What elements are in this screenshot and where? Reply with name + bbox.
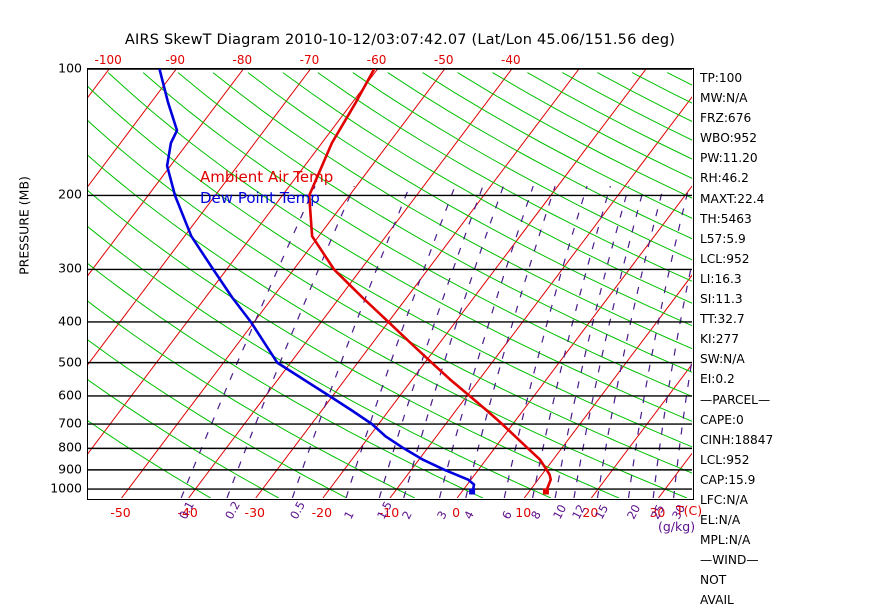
top-temp-tick: -100 (94, 53, 122, 67)
top-temp-tick: -50 (433, 53, 454, 67)
top-temperature-axis: -100 -90 -80 -70 -60 -50 -40 (87, 53, 694, 69)
top-temp-tick: -90 (165, 53, 186, 67)
skewt-diagram: AIRS SkewT Diagram 2010-10-12/03:07:42.0… (0, 32, 774, 608)
parameter-row: WBO:952 (700, 131, 757, 146)
bottom-temp-tick: -40 (177, 505, 198, 520)
parameter-row: MW:N/A (700, 91, 748, 106)
pressure-tick: 400 (58, 313, 82, 329)
page-title: AIRS SkewT Diagram 2010-10-12/03:07:42.0… (124, 32, 676, 48)
legend-item-dew-point-temp: Dew Point Temp (200, 189, 320, 207)
top-temp-tick: -60 (366, 53, 387, 67)
mixing-ratio-axis-label: (g/kg) (658, 519, 696, 534)
parameter-row: L57:5.9 (700, 231, 746, 246)
top-temp-tick: -70 (299, 53, 320, 67)
plot-area: Ambient Air Temp Dew Point Temp (87, 68, 694, 500)
parameter-row: KI:277 (700, 332, 739, 347)
mixing-ratio-axis: 0.1 0.2 0.5 1 1.5 2 3 4 6 8 10 12 15 20 25 30 (87, 499, 694, 549)
pressure-axis-label: PRESSURE (MB) (16, 176, 32, 275)
pressure-tick: 1000 (50, 480, 82, 496)
parameter-row: NOT (700, 573, 727, 588)
mixing-ratio-tick: 1.5 (374, 498, 396, 522)
pressure-tick: 100 (58, 60, 82, 76)
parameter-row: CAPE:0 (700, 412, 744, 427)
parameter-row: —WIND— (700, 553, 759, 568)
bottom-temp-tick: 20 (582, 505, 599, 520)
parameter-row: MPL:N/A (700, 533, 751, 548)
parameter-row: SW:N/A (700, 352, 745, 367)
bottom-temp-tick: -20 (311, 505, 333, 520)
parameter-row: CINH:18847 (700, 432, 774, 447)
bottom-temp-tick: 30 (649, 505, 666, 520)
parameter-row: EI:0.2 (700, 372, 735, 387)
pressure-tick: 600 (58, 387, 82, 403)
temperature-axis-label: T(C) (676, 503, 703, 518)
mixing-ratio-tick: 0.1 (176, 498, 198, 522)
parameter-row: RH:46.2 (700, 171, 749, 186)
parameter-row: LCL:952 (700, 452, 750, 467)
parameter-row: FRZ:676 (700, 111, 752, 126)
pressure-tick: 900 (58, 461, 82, 477)
parameter-row: LCL:952 (700, 251, 750, 266)
bottom-temp-tick: 0 (452, 505, 461, 520)
pressure-tick: 200 (58, 186, 82, 202)
top-temp-tick: -40 (500, 53, 521, 67)
pressure-tick: 700 (58, 415, 82, 431)
parameter-row: AVAIL (700, 593, 734, 608)
pressure-tick: 800 (58, 439, 82, 455)
bottom-temp-tick: -50 (110, 505, 131, 520)
parameter-panel: TP:100 MW:N/A FRZ:676 WBO:952 PW:11.20 RH:46.… (700, 68, 820, 611)
bottom-temp-tick: -30 (244, 505, 265, 520)
pressure-tick: 300 (58, 260, 82, 276)
parameter-row: TP:100 (700, 71, 743, 85)
legend-item-ambient-air-temp: Ambient Air Temp (200, 168, 334, 186)
parameter-row: —PARCEL— (700, 392, 771, 407)
parameter-row: TT:32.7 (700, 312, 745, 327)
legend: Ambient Air Temp Dew Point Temp (200, 167, 333, 209)
mixing-ratio-tick: 0.2 (221, 498, 243, 522)
bottom-temp-tick: -10 (378, 505, 400, 520)
parameter-row: CAP:15.9 (700, 472, 756, 487)
bottom-temperature-axis: -50 -40 -30 -20 -10 0 10 20 30 (87, 505, 694, 523)
parameter-row: MAXT:22.4 (700, 191, 765, 206)
mixing-ratio-tick: 0.5 (287, 498, 309, 522)
parameter-row: SI:11.3 (700, 292, 743, 307)
top-temp-tick: -80 (232, 53, 253, 67)
pressure-axis: 100 200 300 400 500 600 700 800 900 1000 (0, 61, 82, 500)
parameter-row: LFC:N/A (700, 492, 748, 507)
parameter-row: LI:16.3 (700, 271, 742, 286)
parameter-row: TH:5463 (700, 211, 752, 226)
parameter-row: EL:N/A (700, 513, 741, 528)
parameter-row: PW:11.20 (700, 151, 758, 166)
pressure-tick: 500 (58, 354, 82, 370)
bottom-temp-tick: 10 (515, 505, 532, 520)
skewt-grid-svg (88, 69, 692, 498)
